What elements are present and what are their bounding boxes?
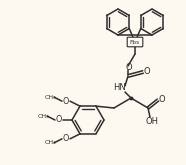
Text: O: O — [63, 134, 69, 143]
Text: O: O — [144, 66, 150, 76]
Text: O: O — [63, 97, 69, 106]
Text: OH: OH — [145, 117, 158, 127]
Text: CH₃: CH₃ — [44, 95, 56, 100]
Text: O: O — [56, 115, 62, 125]
Text: HN: HN — [114, 83, 126, 93]
Text: CH₃: CH₃ — [44, 140, 56, 145]
Text: O: O — [126, 63, 132, 71]
Text: Fbs: Fbs — [130, 39, 140, 45]
FancyBboxPatch shape — [127, 37, 143, 47]
Text: CH₃: CH₃ — [37, 114, 49, 118]
Text: O: O — [159, 96, 165, 104]
